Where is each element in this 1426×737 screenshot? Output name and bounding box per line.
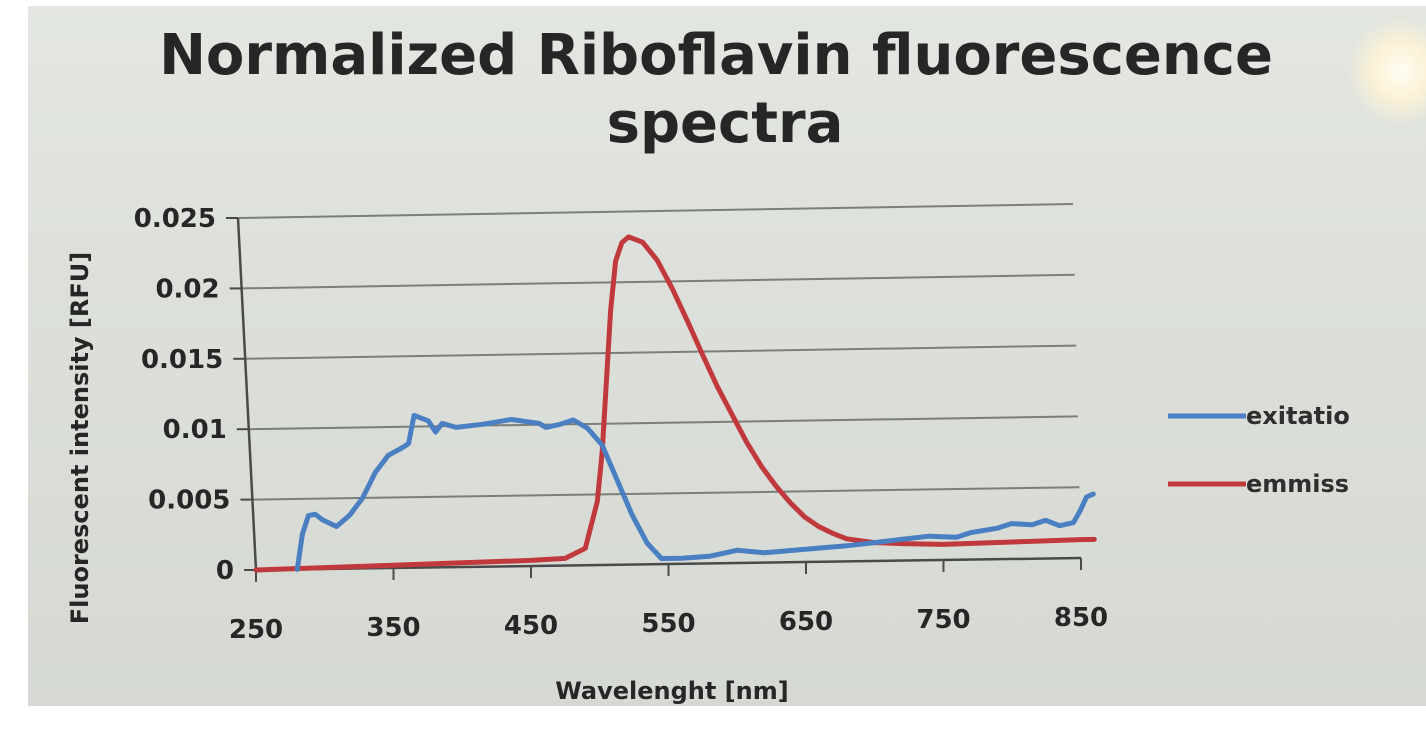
x-tick-label: 750 xyxy=(916,605,970,635)
y-tick-label: 0.02 xyxy=(155,274,219,304)
x-tick-label: 650 xyxy=(779,607,833,637)
gridline xyxy=(245,344,1077,360)
x-tick-label: 850 xyxy=(1054,603,1108,633)
x-tick-label: 450 xyxy=(504,611,558,641)
x-axis-label: Wavelenght [nm] xyxy=(555,677,788,705)
chart-photo: Normalized Riboflavin fluorescence spect… xyxy=(28,6,1426,706)
x-tick-label: 250 xyxy=(229,615,283,645)
legend: exitatio emmiss xyxy=(1168,402,1350,498)
gridline xyxy=(252,486,1080,501)
y-tick-label: 0.015 xyxy=(141,345,223,375)
x-tick-label: 550 xyxy=(641,609,695,639)
y-tick-label: 0.005 xyxy=(148,486,230,516)
light-glare xyxy=(1346,16,1426,126)
y-tick-label: 0.01 xyxy=(163,415,227,445)
gridline xyxy=(241,273,1075,290)
x-tick-labels: 250 350 450 550 650 750 850 xyxy=(229,603,1108,645)
gridlines xyxy=(237,203,1080,501)
chart-canvas: Normalized Riboflavin fluorescence spect… xyxy=(66,23,1350,705)
y-tick-label: 0.025 xyxy=(134,204,216,234)
chart-title-line-1: Normalized Riboflavin fluorescence xyxy=(159,23,1273,88)
chart-title-line-2: spectra xyxy=(607,91,844,156)
y-axis-label: Fluorescent intensity [RFU] xyxy=(66,252,94,624)
y-tick-labels: 0 0.005 0.01 0.015 0.02 0.025 xyxy=(134,204,234,586)
axes xyxy=(226,217,1082,582)
y-axis-line xyxy=(236,217,258,571)
series-lines xyxy=(253,234,1097,573)
series-line-emmiss xyxy=(253,234,1097,573)
gridline xyxy=(248,415,1078,431)
gridline xyxy=(237,203,1074,219)
series-line-exitatio xyxy=(294,412,1096,572)
x-tick-label: 350 xyxy=(366,613,420,643)
legend-label: exitatio xyxy=(1246,402,1350,430)
y-tick-label: 0 xyxy=(216,556,234,586)
legend-label: emmiss xyxy=(1246,470,1349,498)
